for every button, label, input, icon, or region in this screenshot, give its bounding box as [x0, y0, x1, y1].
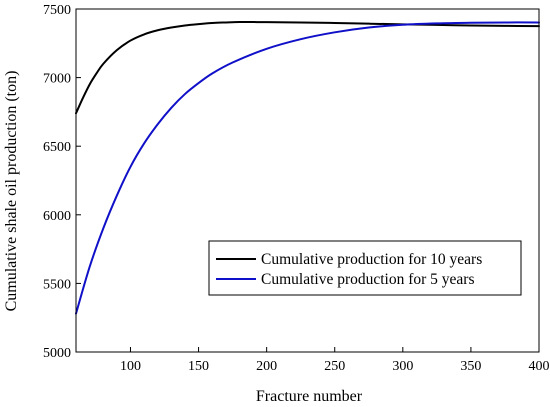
x-tick-label: 250	[324, 359, 345, 374]
y-tick-label: 5500	[43, 277, 71, 292]
y-tick-label: 5000	[43, 346, 71, 361]
x-tick-label: 350	[460, 359, 481, 374]
legend-label-1: Cumulative production for 10 years	[261, 251, 482, 268]
legend: Cumulative production for 10 years Cumula…	[208, 240, 522, 296]
series-line-2	[75, 21, 540, 315]
x-tick-label: 400	[529, 359, 550, 374]
y-tick-label: 6500	[43, 140, 71, 155]
ticks: 100 150 200 250 300 350 400 5000 5500 6000 6500 700…	[43, 3, 550, 374]
legend-label-2: Cumulative production for 5 years	[261, 271, 475, 288]
x-tick-label: 200	[256, 359, 277, 374]
x-tick-label: 300	[392, 359, 413, 374]
legend-box	[208, 240, 522, 296]
x-tick-label: 150	[188, 359, 209, 374]
y-tick-label: 7500	[43, 3, 71, 18]
series-line-1	[75, 20, 540, 115]
x-tick-label: 100	[120, 359, 141, 374]
plot-frame	[75, 8, 540, 353]
y-tick-label: 7000	[43, 72, 71, 87]
series-layer	[75, 20, 540, 315]
y-tick-label: 6000	[43, 209, 71, 224]
x-axis-title: Fracture number	[256, 388, 363, 405]
y-axis-title: Cumulative shale oil production (ton)	[3, 71, 20, 312]
